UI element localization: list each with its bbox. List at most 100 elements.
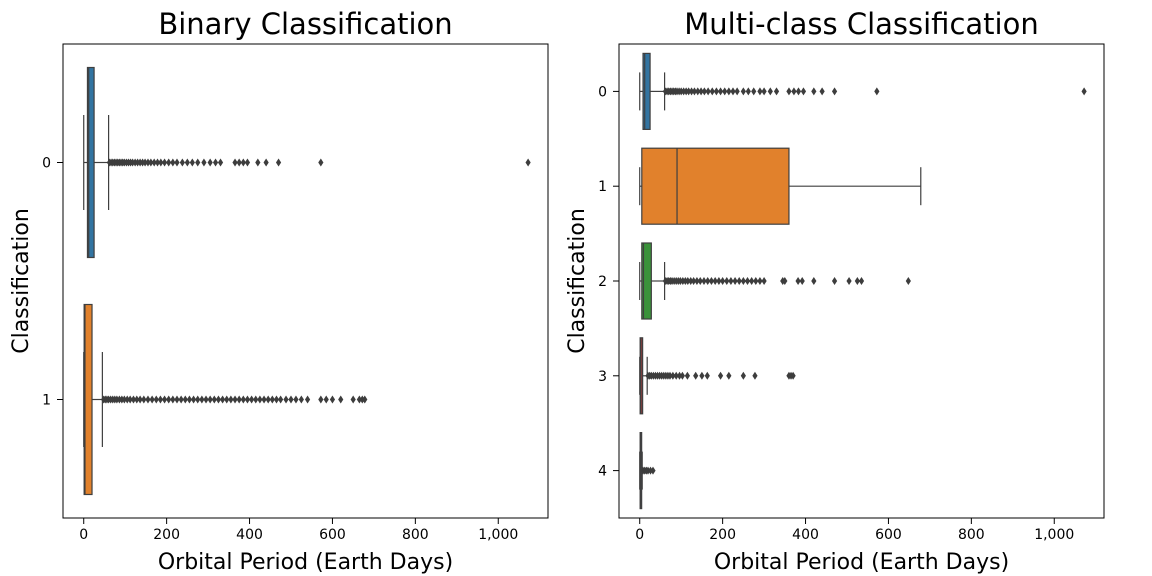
outlier-point [819,87,825,96]
outlier-point [791,87,797,96]
outlier-point [288,395,294,404]
outlier-point [673,371,679,380]
x-tick-label: 1,000 [1034,527,1074,543]
outlier-point [761,87,767,96]
outlier-point [318,158,324,167]
y-tick-label: 1 [42,393,51,409]
outlier-point [253,395,259,404]
outlier-point [736,277,742,285]
outlier-point [854,277,860,285]
outlier-point [232,158,238,167]
outlier-point [161,158,168,167]
y-tick-label: 4 [598,464,607,480]
outlier-point [699,371,705,380]
outlier-point [130,395,137,404]
x-axis-label: Orbital Period (Earth Days) [714,550,1009,575]
outlier-point [329,395,336,404]
outlier-point [304,395,311,404]
outlier-point [179,158,185,167]
x-tick-label: 800 [958,527,985,543]
outlier-point [224,395,230,404]
outlier-point [728,277,734,285]
outlier-point [166,158,172,167]
outlier-point [186,395,193,404]
outlier-point [124,395,130,404]
outlier-point [525,158,531,167]
chart-title: Binary Classification [158,7,452,41]
outlier-point [265,395,271,404]
x-tick-label: 0 [79,527,88,543]
outlier-point [691,277,697,285]
x-axis-label: Orbital Period (Earth Days) [158,550,453,575]
outlier-point [676,371,683,380]
outlier-point [121,395,127,404]
outlier-point [134,395,140,404]
outlier-point [795,277,801,285]
outlier-point [740,371,746,380]
outlier-point [694,277,700,285]
outlier-point [811,87,817,96]
y-tick-label: 0 [598,84,607,100]
outlier-point [350,395,356,404]
outlier-point [717,87,724,96]
outlier-point [874,87,880,96]
box [641,147,790,225]
outlier-point [127,395,133,404]
chart-multiclass: Multi-class Classification 0 200 400 600 800… [565,7,1105,575]
outlier-point [145,158,151,167]
outlier-point [688,277,694,285]
outlier-point [182,395,188,404]
outlier-point [730,87,736,96]
outlier-point [726,371,732,380]
outlier-point [170,158,176,167]
outlier-point [244,395,251,404]
outlier-point [782,277,788,285]
outlier-point [858,277,865,285]
outlier-point [705,277,711,285]
outlier-point [211,395,217,404]
x-tick-label: 200 [153,527,180,543]
x-tick-label: 0 [635,527,644,543]
outlier-point [174,395,180,404]
outlier-point [249,395,255,404]
outlier-point [799,277,805,285]
outlier-point [685,277,691,285]
outlier-point [693,371,699,380]
outlier-point [232,395,238,404]
outlier-point [257,395,263,404]
plot-frame [62,43,549,519]
outlier-point [178,395,184,404]
y-tick-label: 0 [42,156,51,172]
outlier-point [203,395,209,404]
outlier-point [154,158,161,167]
outlier-point [141,395,147,404]
outlier-point [275,158,282,167]
outlier-point [724,277,730,285]
outlier-point [298,395,304,404]
box [641,242,652,320]
outlier-point [701,277,707,285]
outlier-point [761,277,767,285]
y-tick-label: 2 [598,274,607,290]
outlier-point [790,371,796,380]
outlier-point [811,277,817,285]
box [83,303,93,496]
outlier-point [166,395,172,404]
outlier-point [170,395,176,404]
x-tick-label: 400 [792,527,819,543]
outlier-point [278,395,284,404]
outlier-point [240,395,246,404]
x-tick-label: 400 [236,527,263,543]
outlier-point [831,277,838,285]
outlier-point [740,87,746,96]
outlier-point [236,158,242,167]
outlier-point [650,466,656,475]
outlier-point [716,277,722,285]
box [642,52,651,131]
y-tick-label: 1 [598,179,607,195]
outlier-point [212,158,219,167]
outlier-point [255,158,261,167]
outlier-point [701,87,707,96]
outlier-point [269,395,275,404]
